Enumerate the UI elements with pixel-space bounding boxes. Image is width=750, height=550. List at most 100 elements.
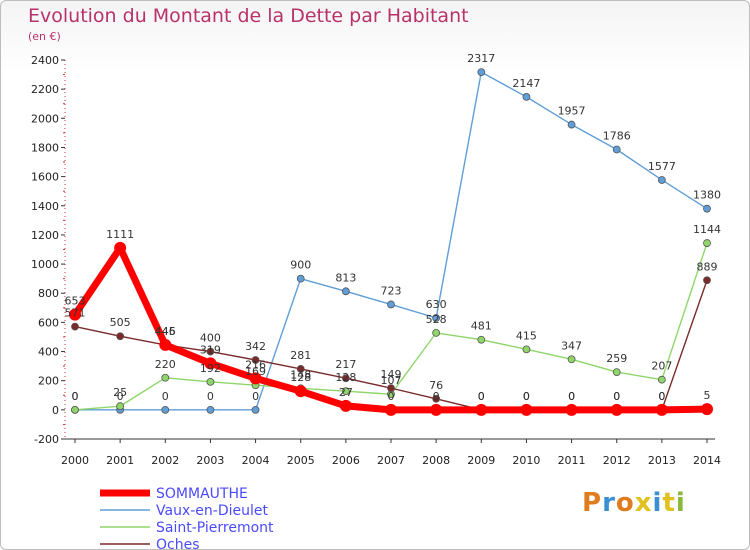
data-label: 571	[65, 307, 86, 320]
data-point	[161, 405, 170, 414]
y-tick-label: 2400	[31, 54, 59, 67]
x-tick-label: 2008	[422, 454, 450, 467]
series-layer	[69, 68, 713, 416]
x-tick-label: 2007	[377, 454, 405, 467]
data-label: 0	[162, 390, 169, 403]
data-point	[296, 274, 305, 283]
data-point	[387, 384, 395, 393]
logo-letter: i	[675, 488, 686, 518]
x-tick-label: 2012	[603, 454, 631, 467]
data-point	[385, 403, 397, 416]
data-point	[522, 345, 531, 354]
y-tick-label: 2000	[31, 112, 59, 125]
y-tick-label: 800	[38, 287, 59, 300]
data-label: 415	[516, 329, 537, 342]
legend-label: Vaux-en-Dieulet	[156, 503, 268, 519]
data-label: 1786	[603, 130, 631, 143]
data-label: 148	[290, 368, 311, 381]
data-label: 1380	[693, 189, 721, 202]
y-tick-label: 600	[38, 316, 59, 329]
data-point	[206, 377, 215, 386]
data-point	[655, 403, 668, 416]
y-tick-label: 1000	[31, 258, 59, 271]
data-label: 217	[335, 358, 356, 371]
data-label: 0	[523, 390, 530, 403]
y-tick-label: 0	[52, 404, 59, 417]
data-point	[477, 335, 486, 344]
data-point	[703, 239, 711, 247]
data-label: 207	[651, 360, 672, 373]
data-label: 1144	[693, 223, 721, 236]
data-point	[432, 394, 441, 403]
data-label: 2147	[512, 77, 540, 90]
data-point	[703, 204, 711, 213]
data-label: 630	[426, 298, 447, 311]
y-tick-label: 1200	[31, 229, 59, 242]
data-label: 653	[65, 295, 86, 308]
y-tick-label: 1400	[31, 200, 59, 213]
data-label: 319	[200, 343, 221, 356]
data-label: 528	[426, 313, 447, 326]
data-label: 281	[290, 349, 311, 362]
data-label: 0	[388, 390, 395, 403]
data-point	[159, 338, 172, 351]
y-tick-label: -200	[34, 433, 59, 446]
data-label: 1957	[558, 105, 586, 118]
data-point	[657, 176, 666, 184]
data-label: 0	[478, 390, 485, 403]
x-tick-label: 2000	[61, 454, 89, 467]
y-tick-label: 400	[38, 346, 59, 359]
data-label: 0	[478, 390, 485, 403]
data-point	[341, 374, 350, 383]
x-tick-label: 2014	[693, 454, 721, 467]
y-tick-label: 200	[38, 375, 59, 388]
x-tick-label: 2003	[196, 454, 224, 467]
legend-label: Oches	[156, 537, 200, 550]
data-label: 128	[335, 371, 356, 384]
data-point	[520, 403, 533, 416]
legend-label: Saint-Pierremont	[156, 520, 274, 536]
data-label: 0	[433, 390, 440, 403]
data-point	[430, 403, 443, 416]
data-point	[387, 300, 395, 309]
chart-title: Evolution du Montant de la Dette par Hab…	[28, 5, 469, 27]
data-label: 0	[252, 390, 259, 403]
x-tick-label: 2011	[558, 454, 586, 467]
data-point	[701, 403, 713, 416]
data-label: 889	[697, 260, 718, 273]
data-point	[657, 375, 666, 384]
data-label: 5	[704, 389, 711, 402]
logo-letter: r	[602, 488, 616, 518]
series-vaux-en-dieulet	[71, 68, 711, 414]
data-point	[565, 403, 578, 416]
data-point	[612, 368, 621, 376]
data-point	[610, 403, 623, 416]
data-point	[206, 347, 215, 356]
data-label: 400	[200, 332, 221, 345]
data-label: 25	[113, 386, 127, 399]
data-point	[567, 355, 576, 364]
chart-subtitle: (en €)	[28, 30, 61, 43]
data-label: 900	[290, 259, 311, 272]
logo-letter: x	[634, 488, 653, 518]
x-tick-label: 2010	[512, 454, 540, 467]
data-label: 149	[381, 368, 402, 381]
data-point	[339, 399, 352, 412]
data-label: 0	[72, 390, 79, 403]
data-label: 76	[429, 379, 443, 392]
data-labels: 653 1111 446 319 216 128 27 0 0 0 0 0 0 0 5 0 0 0 0 0 900 813…	[65, 52, 722, 403]
data-label: 481	[471, 320, 492, 333]
data-label: 0	[613, 390, 620, 403]
data-label: 0	[72, 390, 79, 403]
data-point	[251, 405, 260, 414]
data-point	[71, 322, 79, 331]
x-tick-label: 2013	[648, 454, 676, 467]
data-point	[432, 328, 441, 337]
x-tick-label: 2002	[151, 454, 179, 467]
data-label: 347	[561, 339, 582, 352]
data-point	[341, 287, 350, 296]
x-tick-label: 2006	[332, 454, 360, 467]
data-point	[206, 405, 215, 414]
data-label: 0	[523, 390, 530, 403]
